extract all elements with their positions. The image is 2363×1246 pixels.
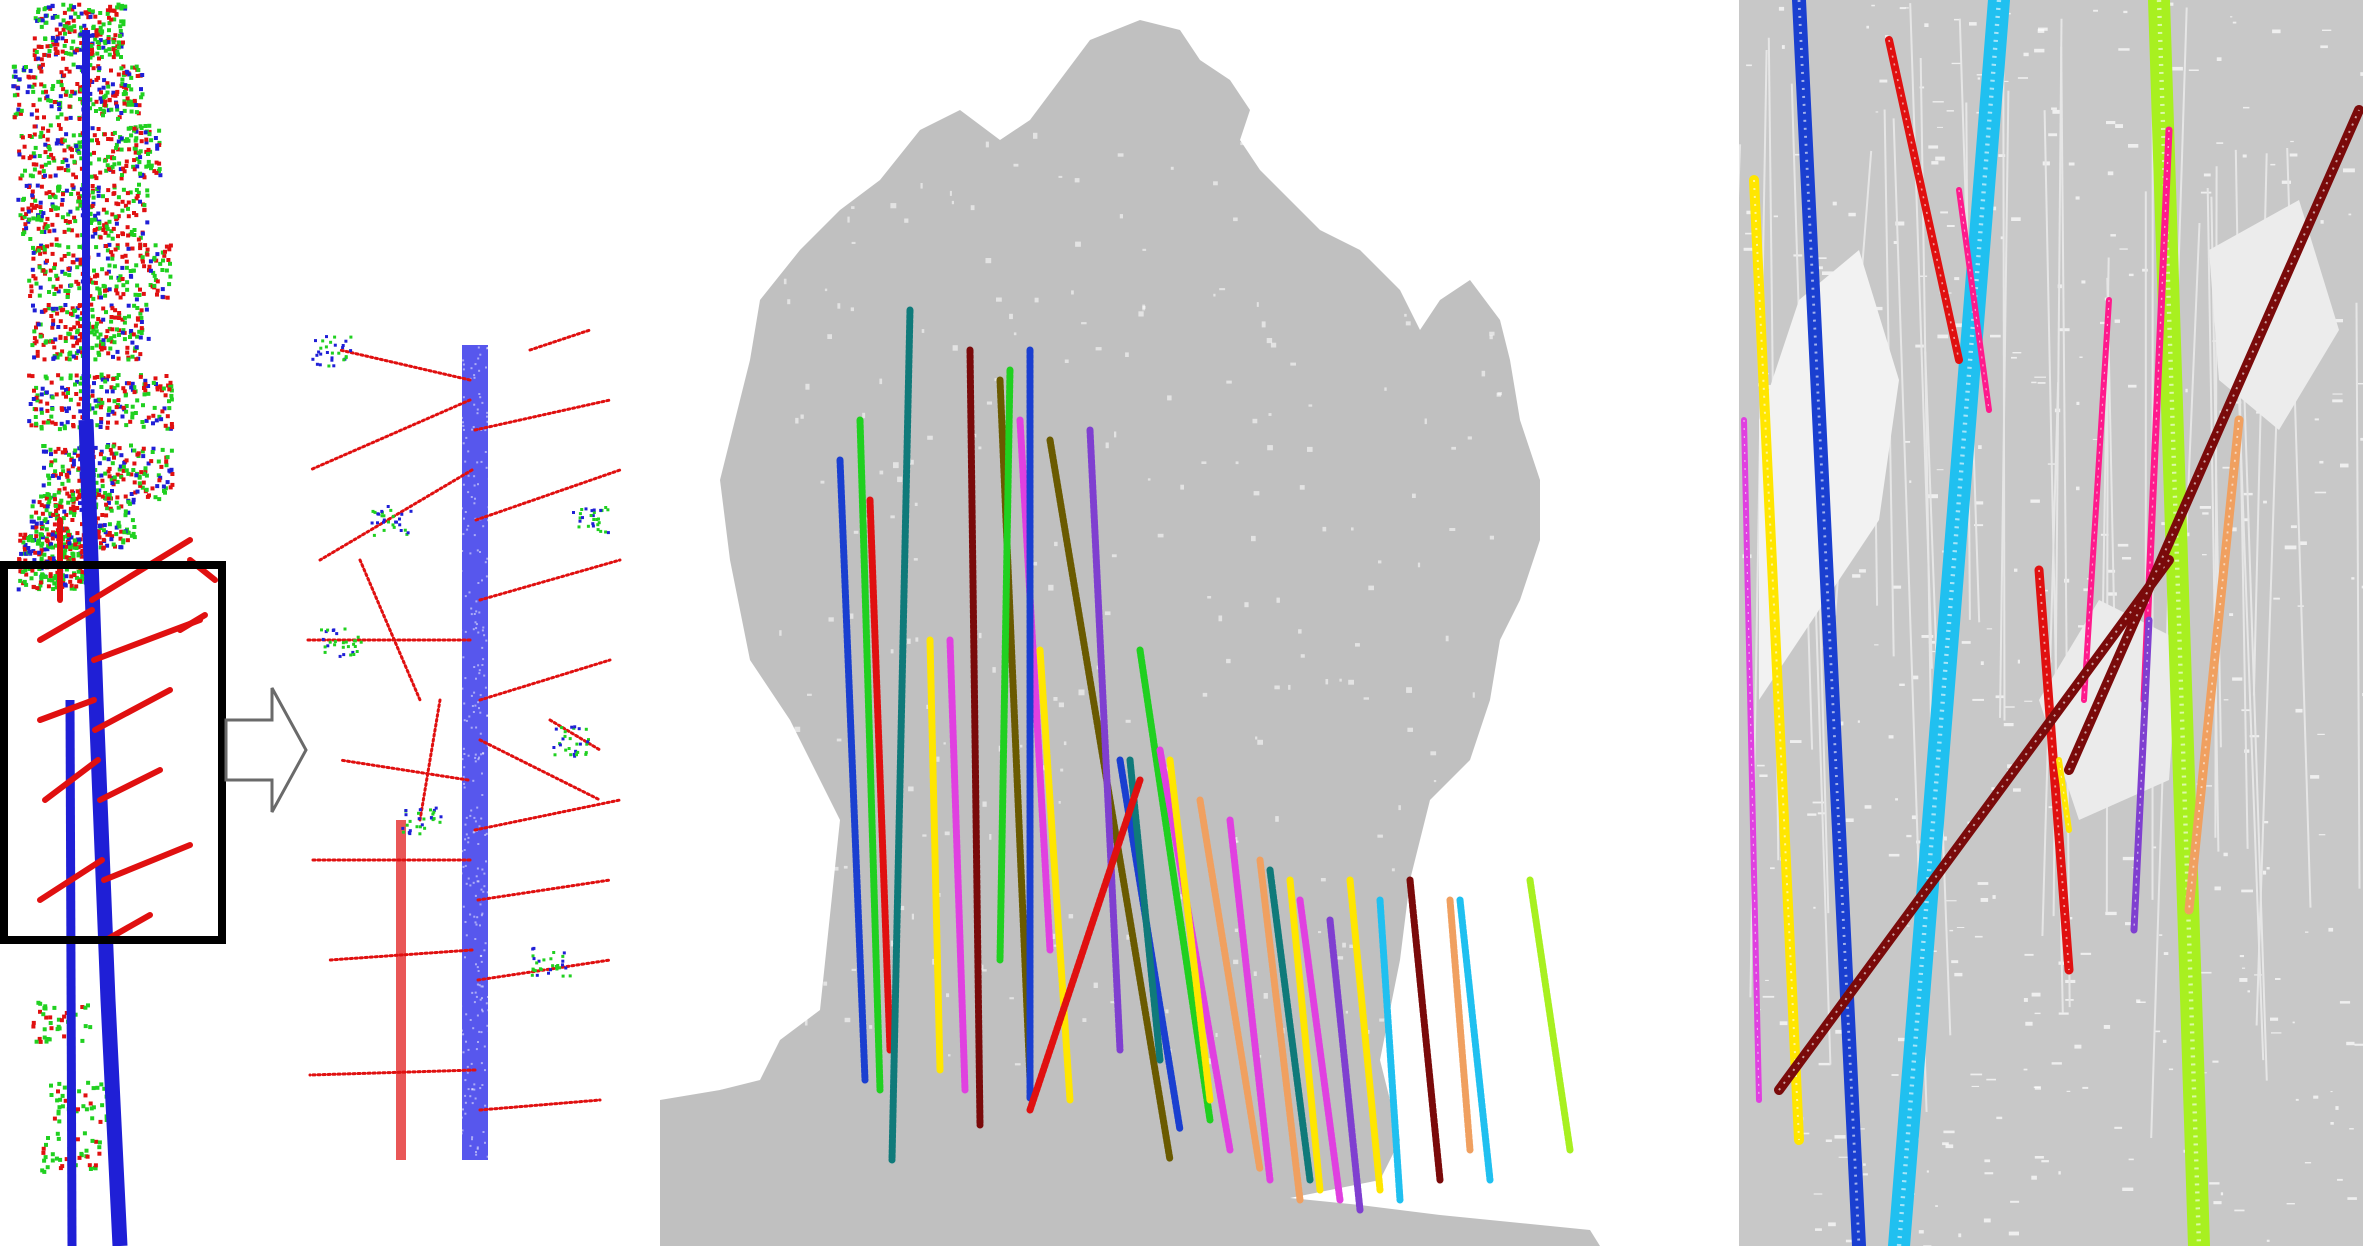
detected-stem: [1256, 856, 1304, 1204]
detected-stem: [888, 306, 914, 1164]
closeup-stem: [2184, 415, 2244, 915]
detected-stem: [1286, 876, 1324, 1194]
detected-stem: [1036, 646, 1074, 1104]
zoomed-detail-panel: [300, 0, 630, 1246]
secondary-trunk: [65, 699, 77, 1246]
right-arrow-icon: [224, 687, 308, 813]
closeup-stem: [2130, 616, 2153, 934]
detected-stem: [1166, 756, 1214, 1104]
closeup-stem: [2140, 126, 2173, 704]
detected-stem: [1296, 896, 1344, 1204]
detected-stem: [856, 416, 884, 1094]
main-trunk: [78, 419, 128, 1246]
detected-stem: [1326, 916, 1364, 1214]
detected-stem: [1226, 816, 1274, 1184]
closeup-stem-speckle: [1896, 0, 2002, 1246]
canopy-point-cloud: [720, 20, 1540, 1200]
detected-stem: [1126, 756, 1164, 1064]
single-tree-panel: [0, 0, 300, 1246]
closeup-sky-gap: [1759, 250, 1899, 700]
highlight-box: [0, 561, 226, 944]
closeup-stem-speckle: [2038, 569, 2070, 971]
closeup-stem-speckle: [1778, 559, 2170, 1091]
closeup-stem-speckle: [1753, 179, 1800, 1141]
zoomed-detail-svg: [303, 328, 622, 1160]
detected-stem: [1376, 896, 1404, 1204]
detected-stem: [926, 636, 944, 1074]
closeup-stem-speckle: [2083, 299, 2110, 701]
detected-stem: [1266, 866, 1314, 1184]
detected-stem: [1526, 876, 1574, 1154]
detected-stem: [996, 366, 1014, 964]
zoomed-branches: [303, 328, 622, 1112]
forest-plot-panel: [640, 0, 1620, 1246]
detected-stem: [1406, 876, 1444, 1184]
forest-plot-svg: [660, 20, 1600, 1246]
closeup-stem-speckle: [1888, 39, 1960, 361]
arrow-panel: [222, 680, 312, 820]
detected-stem: [1026, 776, 1144, 1114]
detected-stem: [836, 456, 869, 1084]
detected-stem: [1456, 896, 1494, 1184]
closeup-stem: [1792, 0, 1866, 1246]
detected-stem: [1086, 426, 1124, 1054]
closeup-stem-speckle: [1958, 189, 1990, 411]
closeup-stem-speckle: [1743, 419, 1760, 1101]
closeup-stem-speckle: [2068, 109, 2360, 771]
detected-stem: [1346, 876, 1384, 1194]
detected-stem: [866, 496, 894, 1054]
closeup-forest-svg: [1739, 0, 2363, 1246]
detected-stem: [946, 636, 969, 1094]
closeup-stems: [1741, 0, 2363, 1246]
closeup-forest-panel: [1739, 0, 2363, 1246]
detected-stems: [836, 306, 1574, 1214]
detected-stem: [1196, 796, 1264, 1174]
single-tree-svg: [0, 2, 226, 1246]
detected-stem: [1136, 646, 1214, 1124]
detected-stem: [1016, 416, 1054, 954]
tree-crown: [11, 2, 175, 1174]
closeup-stem: [2056, 757, 2072, 833]
detected-stem: [966, 346, 984, 1129]
zoomed-secondary-trunk: [396, 820, 406, 1160]
detected-stem: [1446, 896, 1474, 1154]
